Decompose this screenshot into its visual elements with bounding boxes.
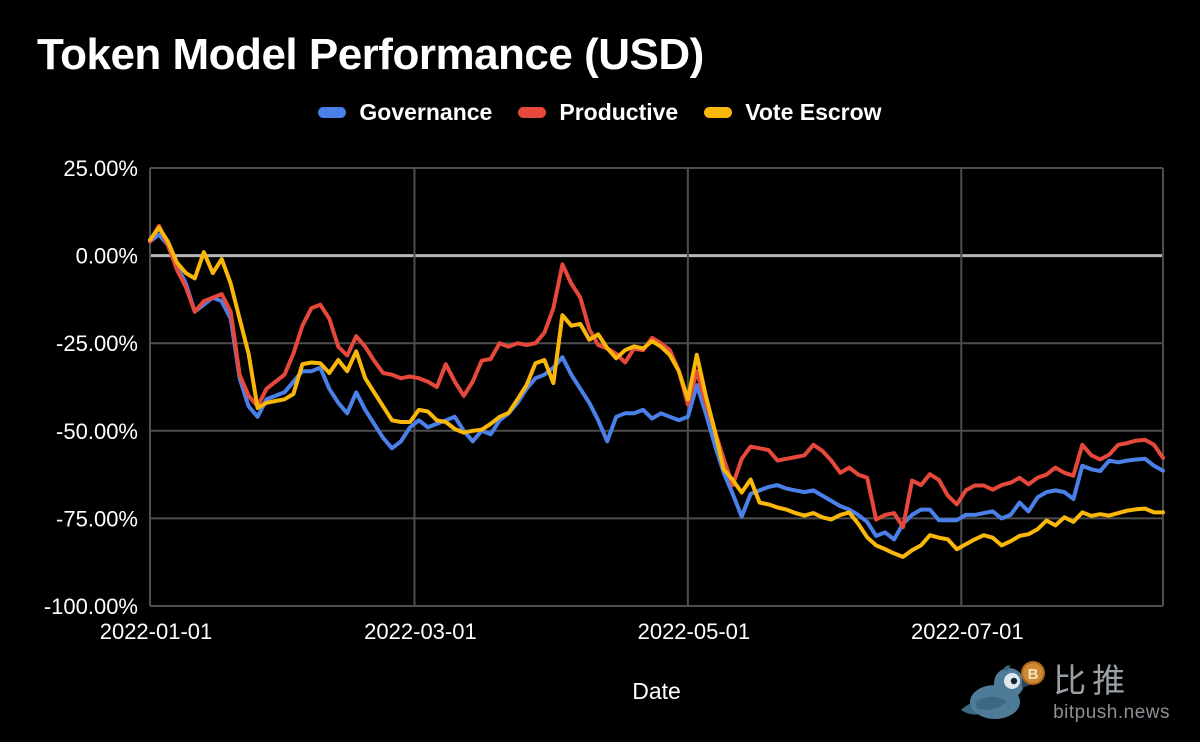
x-tick-label: 2022-05-01 bbox=[638, 619, 751, 644]
bird-pupil bbox=[1010, 677, 1018, 685]
legend-item-vote-escrow: Vote Escrow bbox=[704, 98, 882, 126]
x-tick-label: 2022-07-01 bbox=[911, 619, 1024, 644]
legend-swatch-governance bbox=[318, 106, 347, 118]
y-tick-label: -75.00% bbox=[56, 506, 138, 531]
y-tick-label: 0.00% bbox=[76, 244, 138, 269]
legend-item-governance: Governance bbox=[318, 99, 492, 126]
bird-crest bbox=[1003, 665, 1012, 672]
legend-swatch-productive bbox=[518, 106, 547, 118]
bitcoin-coin bbox=[1021, 661, 1046, 685]
series-line-vote-escrow bbox=[148, 225, 1165, 559]
legend-label-vote-escrow: Vote Escrow bbox=[745, 98, 882, 125]
x-tick-label: 2022-01-01 bbox=[100, 619, 213, 644]
bitpush-bird-logo: B bbox=[961, 661, 1046, 719]
legend-label-governance: Governance bbox=[359, 98, 493, 125]
legend-item-productive: Productive bbox=[518, 99, 678, 126]
x-tick-label: 2022-03-01 bbox=[364, 619, 477, 644]
series-line-governance bbox=[148, 232, 1165, 542]
y-tick-label: 25.00% bbox=[63, 156, 138, 181]
y-tick-label: -100.00% bbox=[44, 594, 138, 619]
bird-wing bbox=[975, 696, 1008, 710]
series-line-productive bbox=[148, 223, 1165, 530]
y-tick-label: -50.00% bbox=[56, 419, 138, 444]
brand-domain: bitpush.news bbox=[1053, 702, 1170, 723]
bitcoin-b-glyph: B bbox=[1028, 666, 1039, 683]
legend-swatch-vote-escrow bbox=[704, 106, 733, 118]
bitpush-watermark: B 比推 bitpush.news bbox=[959, 658, 1170, 728]
legend: Governance Productive Vote Escrow bbox=[0, 97, 1200, 127]
y-tick-label: -25.00% bbox=[56, 331, 138, 356]
chart-title: Token Model Performance (USD) bbox=[37, 30, 704, 79]
brand-name-cn: 比推 bbox=[1053, 662, 1132, 699]
x-axis-title: Date bbox=[632, 678, 681, 704]
legend-label-productive: Productive bbox=[559, 98, 679, 125]
